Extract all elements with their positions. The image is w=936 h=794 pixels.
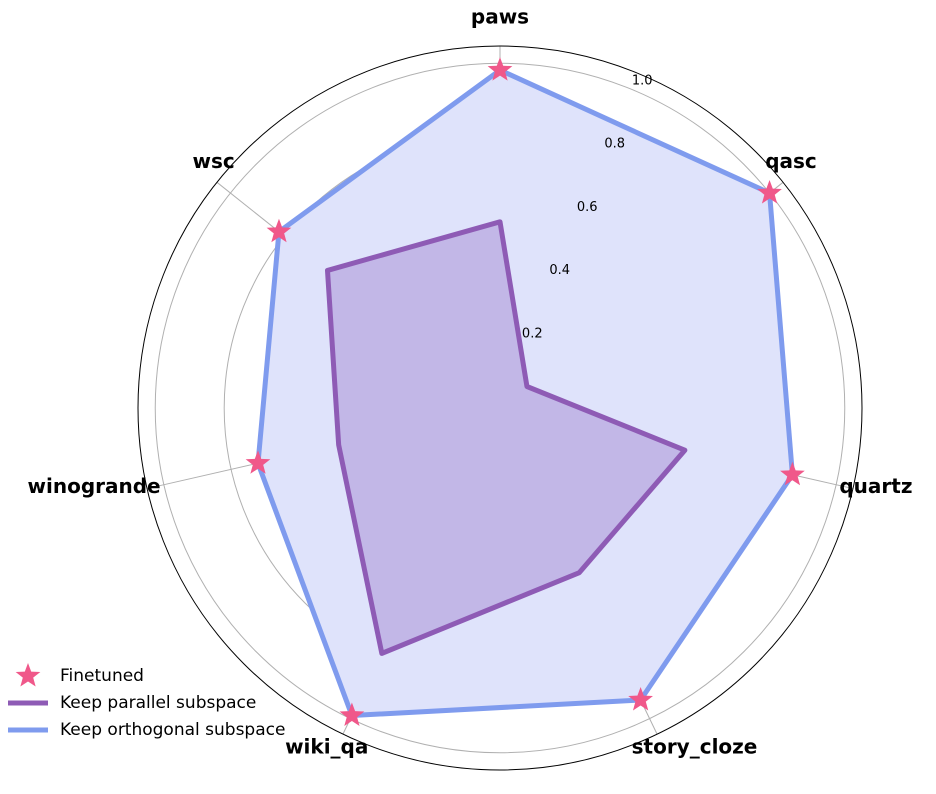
category-label: wsc xyxy=(193,149,235,173)
star-marker xyxy=(628,686,653,711)
legend-label: Keep orthogonal subspace xyxy=(60,720,285,740)
legend-label: Finetuned xyxy=(60,666,144,686)
r-tick-label: 1.0 xyxy=(632,73,653,88)
star-marker xyxy=(339,702,365,727)
category-label: wiki_qa xyxy=(285,734,368,758)
star-marker xyxy=(245,450,271,474)
r-tick-label: 0.8 xyxy=(604,137,625,152)
category-label: quartz xyxy=(839,474,912,498)
category-label: qasc xyxy=(765,149,817,173)
star-marker xyxy=(780,461,805,486)
legend-label: Keep parallel subspace xyxy=(60,693,256,713)
category-label: paws xyxy=(471,5,529,29)
star-marker xyxy=(487,57,513,81)
category-label: story_cloze xyxy=(632,734,758,758)
star-marker xyxy=(757,180,782,204)
area xyxy=(327,221,685,654)
r-tick-label: 0.4 xyxy=(549,263,570,278)
legend: Finetuned Keep parallel subspace Keep orth… xyxy=(8,663,285,740)
series-line xyxy=(255,67,795,719)
r-tick-label: 0.2 xyxy=(522,326,543,341)
category-label: winogrande xyxy=(28,474,161,498)
legend-marker xyxy=(15,663,41,687)
series-line xyxy=(324,219,688,656)
outer-frame xyxy=(137,45,863,771)
star-marker xyxy=(266,218,292,243)
r-tick-label: 0.6 xyxy=(577,200,598,215)
